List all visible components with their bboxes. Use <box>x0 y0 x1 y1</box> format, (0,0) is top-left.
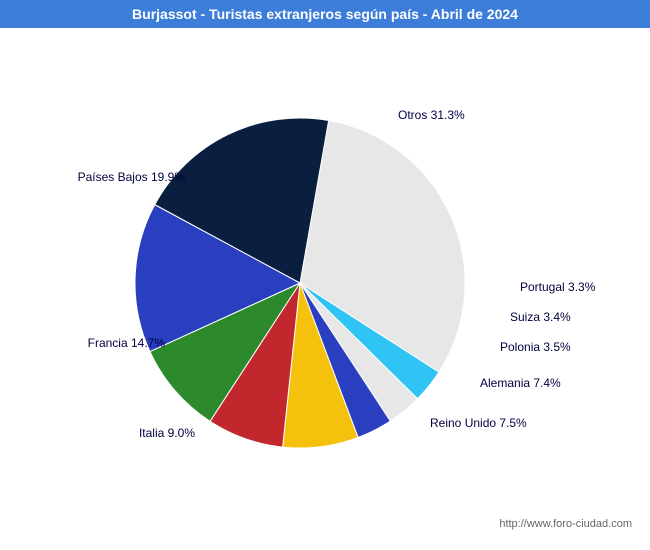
slice-label: Reino Unido 7.5% <box>430 416 527 430</box>
slice-label: Francia 14.7% <box>88 336 165 350</box>
slice-label: Países Bajos 19.9% <box>78 170 185 184</box>
chart-title-bar: Burjassot - Turistas extranjeros según p… <box>0 0 650 28</box>
slice-label: Suiza 3.4% <box>510 310 571 324</box>
slice-label: Portugal 3.3% <box>520 280 595 294</box>
slice-label: Otros 31.3% <box>398 108 465 122</box>
chart-title: Burjassot - Turistas extranjeros según p… <box>132 6 518 22</box>
slice-label: Italia 9.0% <box>139 426 195 440</box>
slice-label: Polonia 3.5% <box>500 340 571 354</box>
chart-area: Otros 31.3% Portugal 3.3% Suiza 3.4% Poloni… <box>0 28 650 518</box>
slice-label: Alemania 7.4% <box>480 376 561 390</box>
pie-chart <box>0 28 650 518</box>
